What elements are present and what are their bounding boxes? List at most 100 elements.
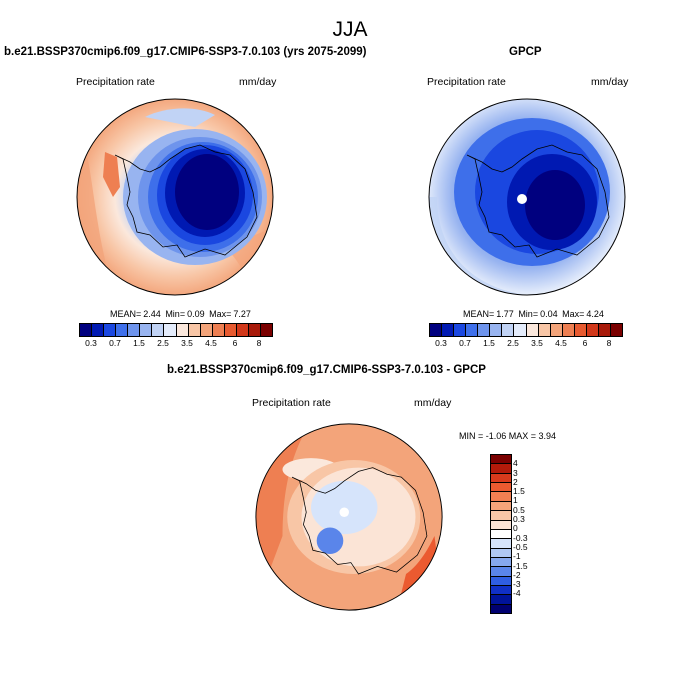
colorbar-tick-label: -0.3 xyxy=(513,532,528,543)
colorbar-swatch xyxy=(610,324,622,336)
colorbar-swatch xyxy=(128,324,141,336)
colorbar-swatch xyxy=(491,529,511,540)
colorbar-swatch xyxy=(491,520,511,530)
colorbar-swatch xyxy=(236,324,249,336)
panel-1-title: b.e21.BSSP370cmip6.f09_g17.CMIP6-SSP3-7.… xyxy=(4,46,367,58)
colorbar-swatch xyxy=(491,501,511,512)
colorbar-swatch xyxy=(92,324,105,336)
colorbar-tick-label: -2 xyxy=(513,569,521,580)
colorbar-tick-label: 1 xyxy=(513,495,518,506)
colorbar-tick-label: 8 xyxy=(606,338,612,348)
colorbar-swatch xyxy=(514,324,527,336)
colorbar-swatch xyxy=(140,324,153,336)
colorbar-tick-label: -4 xyxy=(513,588,521,599)
colorbar-swatch xyxy=(176,324,189,336)
colorbar-swatch xyxy=(574,324,587,336)
colorbar-tick-label: 0.7 xyxy=(459,338,471,348)
colorbar-swatch xyxy=(224,324,237,336)
panel-1-units-label: mm/day xyxy=(239,76,277,88)
panel-2-colorbar xyxy=(429,323,623,337)
colorbar-swatch xyxy=(538,324,551,336)
panel-1-variable-label: Precipitation rate xyxy=(76,76,155,88)
panel-1-stats: MEAN= 2.44 Min= 0.09 Max= 7.27 xyxy=(110,309,251,319)
panel-3-variable-label: Precipitation rate xyxy=(252,397,331,409)
colorbar-tick-label: -1.5 xyxy=(513,560,528,571)
panel-2-title: GPCP xyxy=(509,46,542,58)
colorbar-swatch xyxy=(466,324,479,336)
colorbar-swatch xyxy=(116,324,129,336)
colorbar-tick-label: 6 xyxy=(582,338,588,348)
colorbar-tick-label: 0.3 xyxy=(513,514,525,525)
colorbar-swatch xyxy=(550,324,563,336)
colorbar-tick-label: 4 xyxy=(513,458,518,469)
colorbar-swatch xyxy=(430,324,443,336)
panel-1-colorbar-ticks: 0.3 0.7 1.5 2.5 3.5 4.5 6 8 xyxy=(79,338,271,350)
panel-2-stats: MEAN= 1.77 Min= 0.04 Max= 4.24 xyxy=(463,309,604,319)
colorbar-swatch xyxy=(212,324,225,336)
panel-1-map xyxy=(76,98,274,296)
colorbar-swatch xyxy=(491,604,511,614)
colorbar-tick-label: 6 xyxy=(232,338,238,348)
colorbar-tick-label: -3 xyxy=(513,579,521,590)
colorbar-tick-label: 0.3 xyxy=(435,338,447,348)
colorbar-swatch xyxy=(491,576,511,587)
panel-3-units-label: mm/day xyxy=(414,397,452,409)
colorbar-tick-label: 0.3 xyxy=(85,338,97,348)
colorbar-swatch xyxy=(491,455,511,465)
colorbar-swatch xyxy=(200,324,213,336)
colorbar-tick-label: 3.5 xyxy=(181,338,193,348)
colorbar-swatch xyxy=(491,595,511,605)
colorbar-tick-label: 0 xyxy=(513,523,518,534)
panel-2-map xyxy=(428,98,626,296)
colorbar-swatch xyxy=(248,324,261,336)
colorbar-tick-label: 4.5 xyxy=(205,338,217,348)
figure-title: JJA xyxy=(332,18,368,41)
colorbar-tick-label: 2.5 xyxy=(157,338,169,348)
colorbar-tick-label: 0.7 xyxy=(109,338,121,348)
colorbar-tick-label: 4.5 xyxy=(555,338,567,348)
diff-colorbar xyxy=(490,454,512,614)
colorbar-tick-label: 3 xyxy=(513,467,518,478)
colorbar-swatch xyxy=(491,464,511,474)
colorbar-swatch xyxy=(491,473,511,484)
colorbar-swatch xyxy=(260,324,272,336)
colorbar-swatch xyxy=(491,586,511,596)
colorbar-tick-label: 2 xyxy=(513,476,518,487)
panel-2-variable-label: Precipitation rate xyxy=(427,76,506,88)
colorbar-tick-label: 1.5 xyxy=(483,338,495,348)
panel-3-title: b.e21.BSSP370cmip6.f09_g17.CMIP6-SSP3-7.… xyxy=(167,364,486,376)
panel-3-map xyxy=(255,423,443,611)
diff-colorbar-ticks: 4 3 2 1.5 1 0.5 0.3 0 -0.3 -0.5 -1 -1.5 -2 -3 -4 xyxy=(513,454,543,612)
colorbar-swatch xyxy=(562,324,575,336)
panel-2-colorbar-ticks: 0.3 0.7 1.5 2.5 3.5 4.5 6 8 xyxy=(429,338,621,350)
colorbar-tick-label: 0.5 xyxy=(513,504,525,515)
colorbar-swatch xyxy=(454,324,467,336)
colorbar-swatch xyxy=(442,324,455,336)
colorbar-swatch xyxy=(491,557,511,568)
colorbar-swatch xyxy=(80,324,93,336)
colorbar-swatch xyxy=(152,324,165,336)
colorbar-tick-label: -1 xyxy=(513,551,521,562)
colorbar-tick-label: 8 xyxy=(256,338,262,348)
colorbar-tick-label: 1.5 xyxy=(513,486,525,497)
colorbar-swatch xyxy=(491,567,511,577)
panel-1-colorbar xyxy=(79,323,273,337)
colorbar-swatch xyxy=(164,324,177,336)
colorbar-tick-label: -0.5 xyxy=(513,541,528,552)
colorbar-swatch xyxy=(491,492,511,502)
colorbar-tick-label: 3.5 xyxy=(531,338,543,348)
colorbar-swatch xyxy=(491,483,511,493)
colorbar-swatch xyxy=(188,324,201,336)
colorbar-swatch xyxy=(491,511,511,521)
colorbar-swatch xyxy=(491,539,511,549)
panel-3-minmax-label: MIN = -1.06 MAX = 3.94 xyxy=(459,431,557,441)
colorbar-swatch xyxy=(478,324,491,336)
colorbar-tick-label: 1.5 xyxy=(133,338,145,348)
colorbar-swatch xyxy=(586,324,599,336)
colorbar-swatch xyxy=(526,324,539,336)
colorbar-swatch xyxy=(490,324,503,336)
colorbar-swatch xyxy=(502,324,515,336)
colorbar-swatch xyxy=(104,324,117,336)
colorbar-tick-label: 2.5 xyxy=(507,338,519,348)
colorbar-swatch xyxy=(598,324,611,336)
